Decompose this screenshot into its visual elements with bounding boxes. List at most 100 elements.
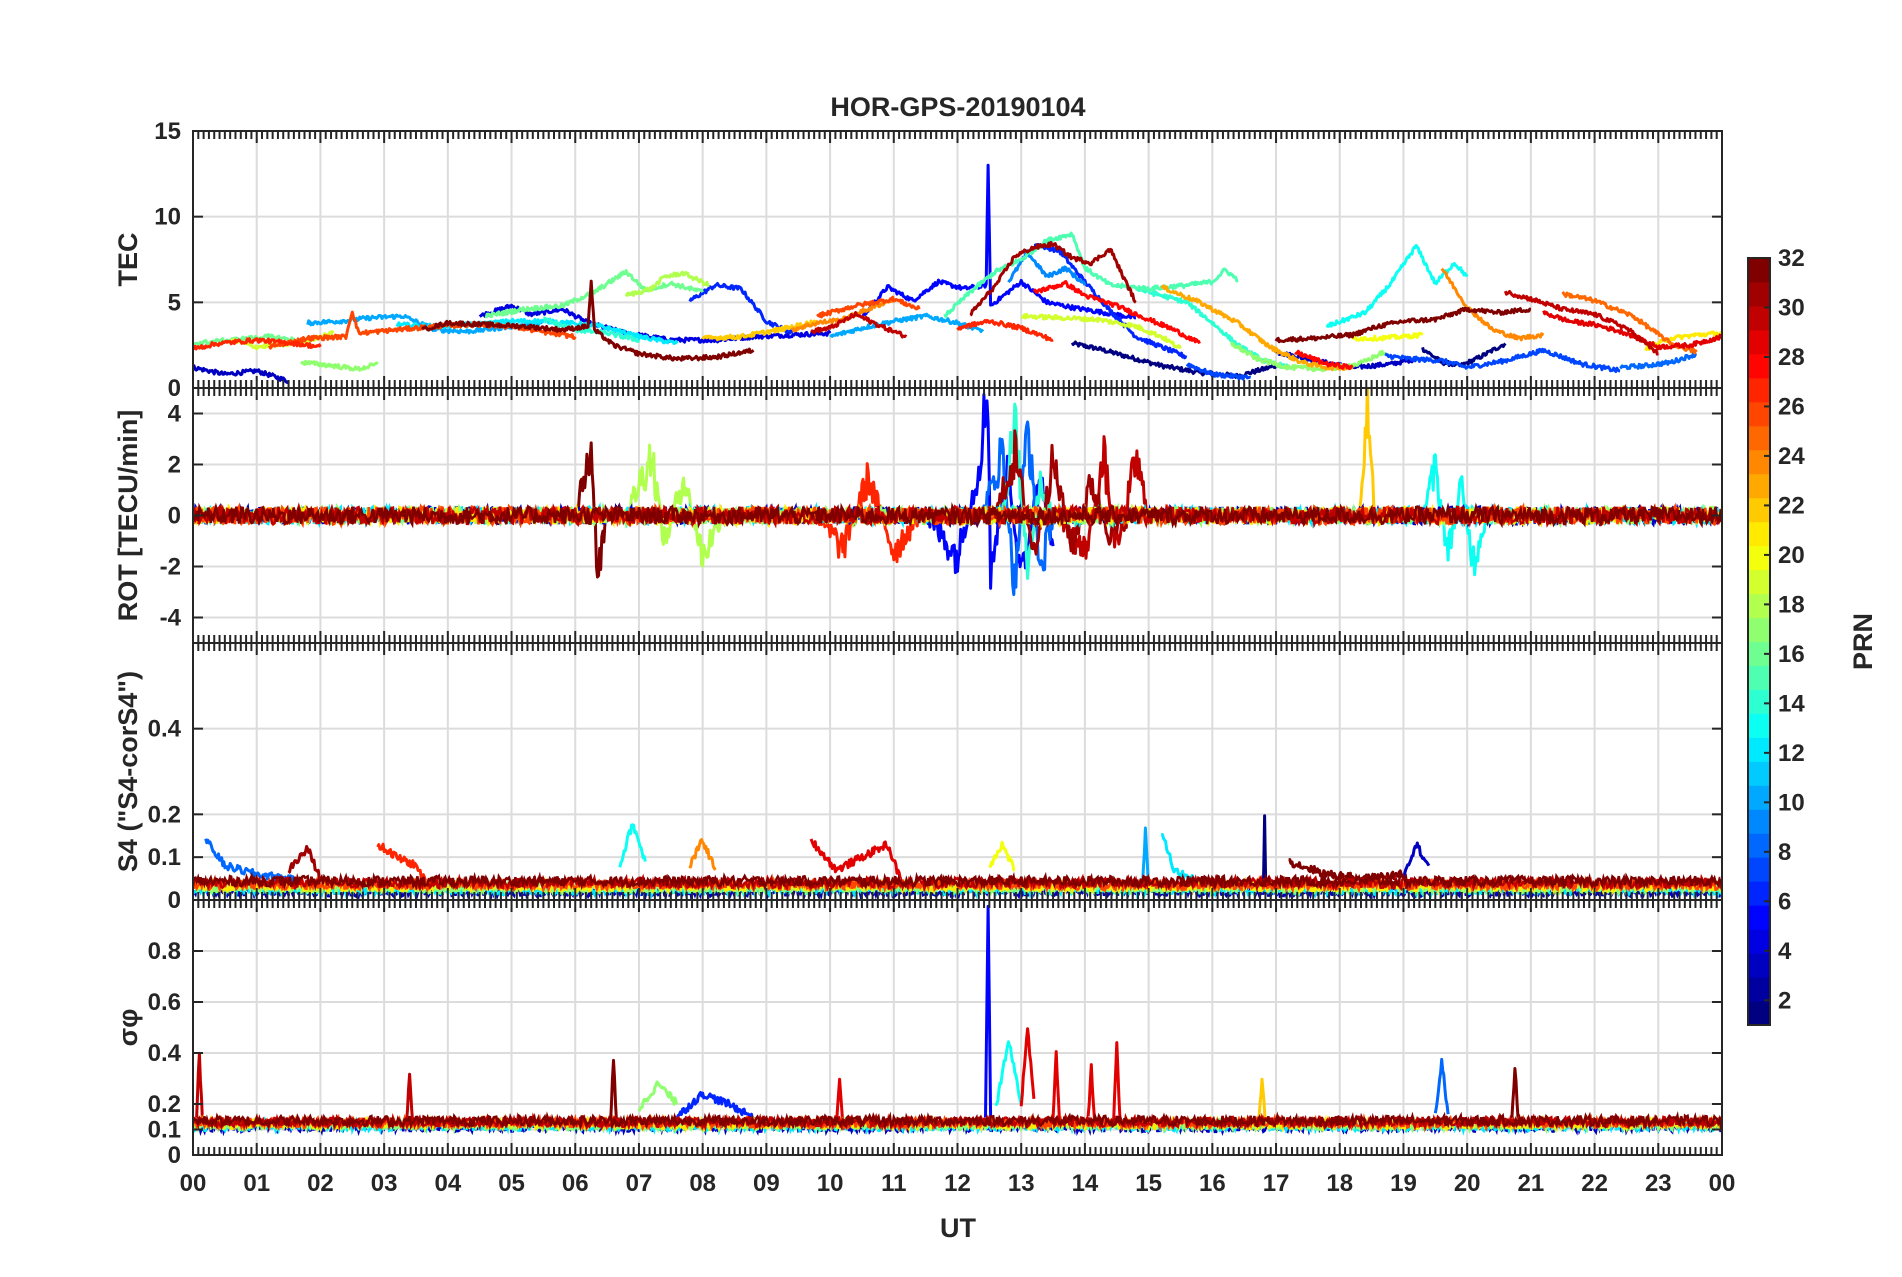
colorbar-tick-label: 10 — [1778, 789, 1805, 816]
series-line-prn-28 — [1032, 280, 1201, 345]
x-tick-label: 16 — [1199, 1170, 1226, 1197]
colorbar-tick-label: 14 — [1778, 690, 1805, 717]
series-group — [193, 904, 1722, 1137]
colorbar-tick-label: 22 — [1778, 492, 1805, 519]
y-tick-label: 0.8 — [148, 938, 181, 965]
y-tick-label: 0.1 — [148, 1117, 181, 1144]
colorbar-segment — [1748, 1001, 1770, 1026]
series-line-prn-32 — [574, 441, 609, 579]
y-tick-label: 0 — [168, 503, 181, 530]
series-line-prn-30 — [404, 1072, 415, 1125]
y-tick-label: 5 — [168, 289, 181, 316]
colorbar-segment — [1748, 809, 1770, 834]
series-line-prn-30 — [810, 311, 908, 339]
series-line-prn-29 — [1112, 1041, 1122, 1122]
series-line-prn-13 — [618, 823, 647, 868]
y-axis-label: ROT [TECU/min] — [113, 410, 143, 621]
colorbar-label: PRN — [1848, 613, 1878, 670]
x-tick-label: 10 — [817, 1170, 844, 1197]
series-line-prn-31 — [969, 241, 1137, 317]
colorbar-segment — [1748, 881, 1770, 906]
series-line-prn-32 — [608, 1058, 619, 1127]
colorbar-segment — [1748, 401, 1770, 427]
x-tick-label: 03 — [371, 1170, 398, 1197]
colorbar-segment — [1748, 689, 1770, 714]
series-line-prn-10 — [829, 312, 985, 338]
colorbar-segment — [1748, 833, 1770, 858]
colorbar-segment — [1748, 929, 1770, 954]
colorbar-frame — [1747, 257, 1771, 1026]
series-line-prn-32 — [421, 279, 755, 362]
series-line-prn-20 — [988, 840, 1016, 872]
series-line-prn-29 — [1542, 310, 1722, 351]
series-line-prn-17 — [637, 1080, 679, 1112]
series-line-prn-21 — [1644, 330, 1722, 352]
series-line-prn-22 — [1357, 388, 1377, 518]
series-line-prn-6 — [688, 282, 794, 335]
series-line-prn-6 — [675, 1091, 756, 1122]
series-line-prn-31 — [994, 429, 1131, 556]
series-line-prn-12 — [395, 317, 679, 345]
series-line-prn-7 — [1185, 362, 1252, 381]
colorbar-segment — [1748, 857, 1770, 882]
y-tick-label: 15 — [154, 118, 181, 145]
colorbar-segment — [1748, 377, 1770, 403]
series-line-prn-32 — [1274, 306, 1532, 344]
colorbar-segment — [1748, 593, 1770, 619]
series-line-prn-1 — [1261, 814, 1268, 894]
x-tick-label: 02 — [307, 1170, 334, 1197]
series-line-prn-8 — [1619, 351, 1698, 371]
x-tick-label: 12 — [944, 1170, 971, 1197]
y-tick-label: 2 — [168, 452, 181, 479]
x-tick-label: 09 — [753, 1170, 780, 1197]
colorbar-segment — [1748, 353, 1770, 379]
x-tick-label: 13 — [1008, 1170, 1035, 1197]
x-tick-label: 04 — [434, 1170, 461, 1197]
y-axis-label: σφ — [113, 1009, 143, 1047]
colorbar-tick-label: 8 — [1778, 839, 1791, 866]
series-line-prn-29 — [809, 838, 902, 879]
colorbar-tick-label: 26 — [1778, 393, 1805, 420]
series-line-prn-29 — [1051, 1050, 1061, 1120]
series-line-prn-16 — [193, 333, 296, 347]
baseline-noise-prn-32 — [193, 1110, 1722, 1131]
series-line-prn-5 — [984, 904, 993, 1118]
colorbar-segment — [1748, 281, 1770, 307]
y-tick-label: 0 — [168, 1142, 181, 1169]
colorbar-segment — [1748, 449, 1770, 475]
x-tick-label: 00 — [180, 1170, 207, 1197]
series-line-prn-19 — [1020, 312, 1182, 350]
y-axis-label: S4 ("S4-corS4") — [113, 671, 143, 872]
x-tick-label: 05 — [498, 1170, 525, 1197]
colorbar-segment — [1748, 617, 1770, 642]
series-line-prn-20 — [1351, 331, 1424, 342]
y-tick-label: 0.4 — [148, 716, 182, 743]
x-tick-label: 07 — [626, 1170, 653, 1197]
x-tick-label: 20 — [1454, 1170, 1481, 1197]
series-line-prn-10 — [1140, 826, 1151, 892]
colorbar-tick-label: 18 — [1778, 591, 1805, 618]
x-tick-label: 06 — [562, 1170, 589, 1197]
y-tick-label: 0.4 — [148, 1040, 182, 1067]
series-line-prn-14 — [1000, 402, 1054, 580]
series-line-prn-32 — [1288, 858, 1405, 884]
colorbar-segment — [1748, 521, 1770, 547]
x-tick-label: 21 — [1518, 1170, 1545, 1197]
series-line-prn-31 — [287, 845, 322, 882]
colorbar-segment — [1748, 953, 1770, 978]
y-tick-label: 0.1 — [148, 844, 181, 871]
series-line-prn-13 — [1421, 453, 1488, 577]
x-tick-label: 17 — [1263, 1170, 1290, 1197]
x-tick-label: 14 — [1072, 1170, 1099, 1197]
series-line-prn-3 — [193, 364, 290, 385]
colorbar-tick-label: 28 — [1778, 344, 1805, 371]
colorbar-segment — [1748, 977, 1770, 1002]
series-line-prn-5 — [860, 163, 1137, 320]
series-line-prn-22 — [701, 319, 818, 342]
colorbar-segment — [1748, 305, 1770, 331]
series-line-prn-27 — [376, 842, 431, 891]
colorbar-tick-label: 16 — [1778, 641, 1805, 668]
y-axis-label: TEC — [113, 233, 143, 287]
series-line-prn-14 — [1135, 286, 1290, 371]
